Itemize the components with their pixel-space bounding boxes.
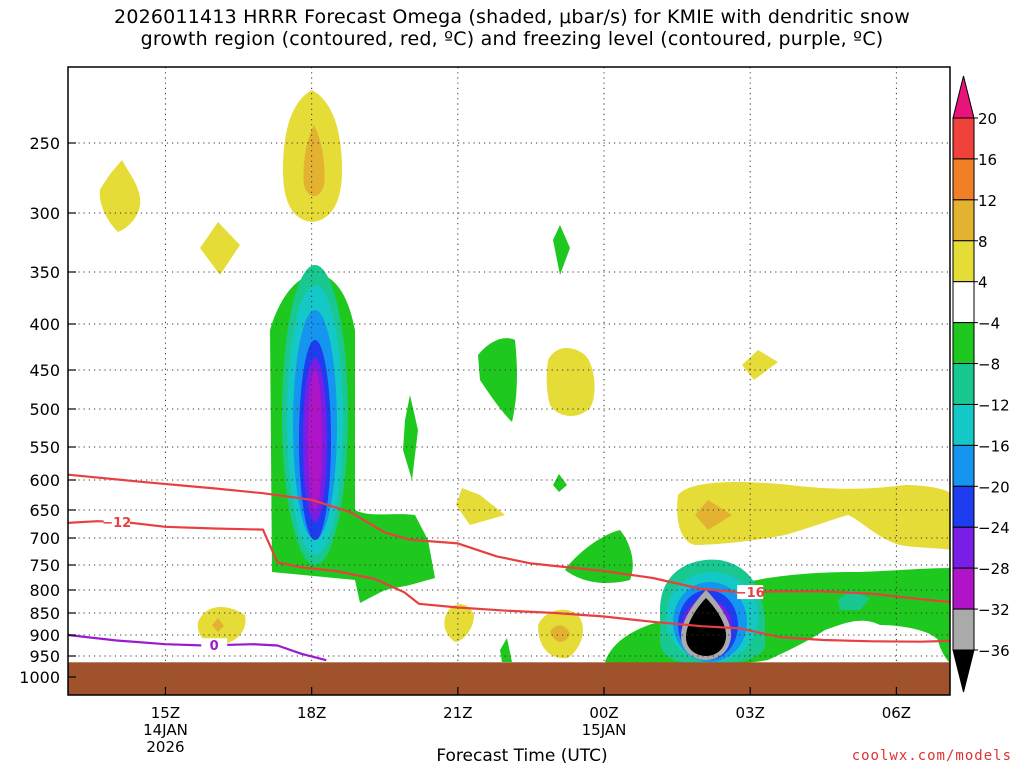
x-tick-label: 03Z bbox=[736, 704, 765, 722]
omega-contour-28 bbox=[308, 370, 322, 510]
omega-negative-area bbox=[553, 474, 567, 492]
colorbar-bin bbox=[952, 485, 975, 528]
isotherm-label: −12 bbox=[102, 516, 131, 531]
ground-fill bbox=[68, 662, 950, 695]
colorbar-bin bbox=[952, 608, 975, 651]
colorbar-label: −24 bbox=[978, 519, 1010, 537]
omega-shading bbox=[99, 90, 950, 665]
x-axis-label: Forecast Time (UTC) bbox=[436, 746, 608, 766]
y-axis: 250 300 350 400 450 500 550 600 650 700 750 800 850 9… bbox=[19, 134, 76, 687]
omega-positive-band bbox=[677, 482, 950, 550]
omega-positive-core bbox=[550, 625, 570, 642]
omega-negative-area bbox=[553, 225, 570, 275]
chart-title: 2026011413 HRRR Forecast Omega (shaded, … bbox=[0, 6, 1024, 50]
colorbar-bin bbox=[952, 281, 975, 324]
y-tick-label: 950 bbox=[29, 647, 60, 666]
title-line-2: growth region (contoured, red, ºC) and f… bbox=[140, 28, 884, 50]
colorbar-label: 12 bbox=[978, 192, 997, 210]
colorbar-label: −16 bbox=[978, 437, 1010, 455]
plot-frame bbox=[67, 66, 951, 696]
x-tick-label: 2026 bbox=[146, 738, 184, 756]
isotherm-contours: −12 −16 0 bbox=[68, 473, 950, 662]
colorbar-bin bbox=[952, 75, 975, 119]
omega-negative-area bbox=[500, 638, 512, 662]
x-tick-label: 21Z bbox=[443, 704, 472, 722]
x-tick-label: 14JAN bbox=[143, 721, 188, 739]
x-tick-label: 18Z bbox=[297, 704, 326, 722]
colorbar-bin bbox=[952, 526, 975, 569]
isotherm-label-bg bbox=[737, 585, 764, 600]
colorbar-label: 4 bbox=[978, 274, 988, 292]
colorbar-bin bbox=[952, 322, 975, 365]
x-tick-label: 15Z bbox=[151, 704, 180, 722]
colorbar-bin bbox=[952, 117, 975, 160]
omega-negative-area bbox=[403, 395, 418, 480]
y-tick-label: 300 bbox=[29, 204, 60, 223]
dotted-gridlines bbox=[68, 67, 950, 695]
isotherm-label-bg bbox=[103, 514, 130, 529]
isotherm-line bbox=[68, 520, 950, 643]
omega-contour-8 bbox=[838, 590, 870, 610]
y-tick-label: 350 bbox=[29, 263, 60, 282]
colorbar-label: −4 bbox=[978, 315, 1000, 333]
x-tick-label: 06Z bbox=[882, 704, 911, 722]
omega-positive-area bbox=[546, 348, 595, 416]
omega-positive-area bbox=[444, 604, 474, 642]
y-tick-label: 1000 bbox=[19, 668, 60, 687]
y-tick-label: 450 bbox=[29, 361, 60, 380]
colorbar-bin bbox=[952, 567, 975, 610]
omega-positive-area bbox=[99, 160, 141, 232]
omega-positive-core bbox=[695, 500, 732, 530]
omega-negative-lowlevel bbox=[605, 568, 950, 665]
y-tick-label: 550 bbox=[29, 438, 60, 457]
y-tick-label: 500 bbox=[29, 400, 60, 419]
colorbar-bin bbox=[952, 649, 975, 693]
colorbar-bin bbox=[952, 403, 975, 446]
colorbar-bin bbox=[952, 363, 975, 405]
title-line-1: 2026011413 HRRR Forecast Omega (shaded, … bbox=[114, 6, 910, 28]
x-tick-label: 15JAN bbox=[582, 721, 627, 739]
colorbar-label: 16 bbox=[978, 151, 997, 169]
y-tick-label: 750 bbox=[29, 556, 60, 575]
y-tick-label: 600 bbox=[29, 471, 60, 490]
y-tick-label: 900 bbox=[29, 626, 60, 645]
omega-positive-area bbox=[742, 350, 778, 380]
colorbar-label: −28 bbox=[978, 560, 1010, 578]
colorbar: 20 16 12 8 4 −4 −8 −12 −16 −20 −24 −28 −32 −36 bbox=[952, 75, 1010, 693]
omega-positive-area bbox=[456, 488, 505, 525]
colorbar-label: −12 bbox=[978, 396, 1010, 414]
omega-positive-core bbox=[303, 125, 325, 197]
isotherm-line bbox=[68, 473, 950, 604]
omega-negative-area bbox=[478, 338, 517, 422]
colorbar-bin bbox=[952, 158, 975, 201]
isotherm-label-bg bbox=[201, 638, 228, 653]
colorbar-label: 8 bbox=[978, 233, 988, 251]
colorbar-label: −8 bbox=[978, 356, 1000, 374]
credit-text: coolwx.com/models bbox=[851, 748, 1012, 764]
colorbar-bin bbox=[952, 240, 975, 283]
colorbar-bin bbox=[952, 199, 975, 242]
colorbar-label: −32 bbox=[978, 601, 1010, 619]
colorbar-bin bbox=[952, 444, 975, 487]
colorbar-label: −20 bbox=[978, 478, 1010, 496]
isotherm-line bbox=[68, 633, 327, 662]
isotherm-label: 0 bbox=[210, 639, 219, 654]
y-tick-label: 800 bbox=[29, 581, 60, 600]
colorbar-label: −36 bbox=[978, 642, 1010, 660]
y-tick-label: 400 bbox=[29, 315, 60, 334]
y-tick-label: 850 bbox=[29, 604, 60, 623]
x-tick-label: 00Z bbox=[589, 704, 618, 722]
y-tick-label: 700 bbox=[29, 529, 60, 548]
colorbar-label: 20 bbox=[978, 110, 997, 128]
omega-positive-area bbox=[200, 222, 240, 275]
y-tick-label: 250 bbox=[29, 134, 60, 153]
y-tick-label: 650 bbox=[29, 501, 60, 520]
omega-positive-core bbox=[212, 618, 224, 632]
isotherm-label: −16 bbox=[736, 586, 765, 601]
